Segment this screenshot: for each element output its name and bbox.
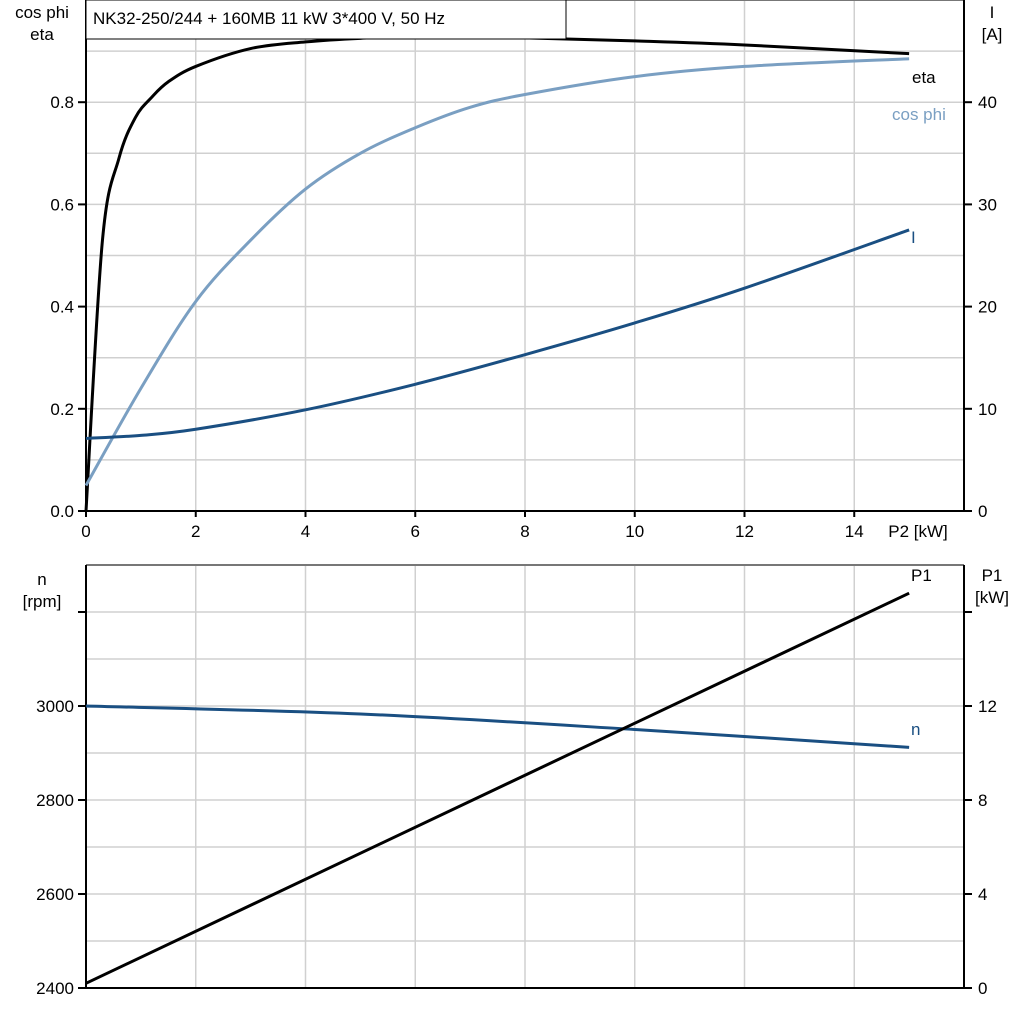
y-axis-label-right: [A] xyxy=(982,25,1003,44)
y-tick-label-right: 8 xyxy=(978,791,987,810)
series-label-cos-phi: cos phi xyxy=(892,105,946,124)
series-line-P1 xyxy=(85,591,910,985)
x-tick-label: 14 xyxy=(845,522,864,541)
y-tick-label-left: 2400 xyxy=(36,979,74,998)
series-line-n xyxy=(85,704,910,749)
x-tick-label: 4 xyxy=(301,522,310,541)
x-tick-label: 10 xyxy=(625,522,644,541)
x-tick-label: 0 xyxy=(81,522,90,541)
y-tick-label-right: 0 xyxy=(978,502,987,521)
y-axis-label-right: I xyxy=(990,3,995,22)
y-tick-label-right: 30 xyxy=(978,195,997,214)
series-line-eta xyxy=(84,35,910,512)
y-tick-label-left: 0.6 xyxy=(50,195,74,214)
chart-title: NK32-250/244 + 160MB 11 kW 3*400 V, 50 H… xyxy=(93,9,445,28)
y-tick-label-right: 4 xyxy=(978,885,987,904)
y-axis-label-left: eta xyxy=(30,25,54,44)
y-tick-label-right: 40 xyxy=(978,93,997,112)
y-tick-label-left: 3000 xyxy=(36,697,74,716)
y-tick-label-left: 0.2 xyxy=(50,400,74,419)
title-box xyxy=(85,0,567,40)
y-tick-label-left: 2600 xyxy=(36,885,74,904)
y-axis-label-right: P1 xyxy=(982,566,1003,585)
series-line-I xyxy=(85,228,910,440)
series-label-I: I xyxy=(911,228,916,247)
series-label-eta: eta xyxy=(912,68,936,87)
x-tick-label: 2 xyxy=(191,522,200,541)
series-label-n: n xyxy=(911,720,920,739)
y-tick-label-left: 2800 xyxy=(36,791,74,810)
x-tick-label: 12 xyxy=(735,522,754,541)
y-tick-label-right: 10 xyxy=(978,400,997,419)
series-label-P1: P1 xyxy=(911,566,932,585)
x-tick-label: 6 xyxy=(411,522,420,541)
y-tick-label-right: 0 xyxy=(978,979,987,998)
y-tick-label-left: 0.8 xyxy=(50,93,74,112)
y-tick-label-right: 20 xyxy=(978,298,997,317)
series-line-cos-phi xyxy=(84,57,910,487)
y-axis-label-right: [kW] xyxy=(975,588,1009,607)
x-tick-label: 8 xyxy=(520,522,529,541)
y-axis-label-left: cos phi xyxy=(15,3,69,22)
y-axis-label-left: [rpm] xyxy=(23,592,62,611)
y-tick-label-right: 12 xyxy=(978,697,997,716)
y-tick-label-left: 0.4 xyxy=(50,298,74,317)
y-tick-label-left: 0.0 xyxy=(50,502,74,521)
y-axis-label-left: n xyxy=(37,570,46,589)
x-axis-label: P2 [kW] xyxy=(888,522,948,541)
